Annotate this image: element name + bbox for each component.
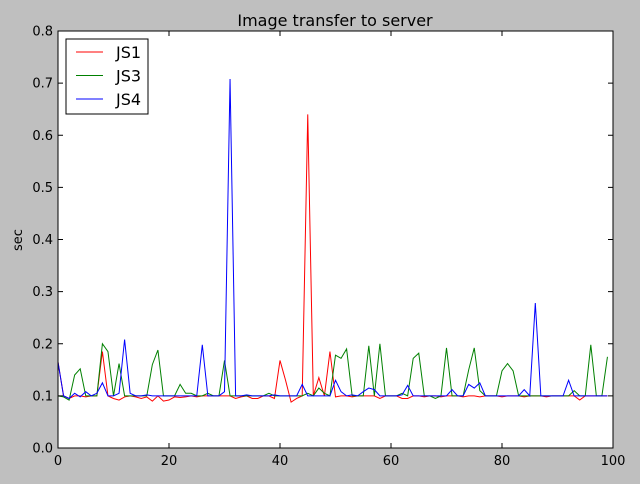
y-tick-label: 0.6 bbox=[32, 129, 53, 144]
y-axis-label: sec bbox=[11, 229, 26, 251]
series-line-js4 bbox=[57, 78, 608, 400]
y-tick-label: 0.5 bbox=[32, 181, 53, 196]
y-tick-label: 0.7 bbox=[32, 77, 53, 92]
series-line-js3 bbox=[57, 342, 608, 401]
y-tick-label: 0.3 bbox=[32, 285, 53, 300]
x-tick-label: 100 bbox=[601, 454, 626, 469]
series-layer bbox=[57, 78, 608, 403]
legend-label-js4: JS4 bbox=[115, 90, 141, 109]
plot-area bbox=[58, 31, 613, 448]
legend-label-js1: JS1 bbox=[115, 43, 141, 62]
x-tick-label: 60 bbox=[383, 454, 400, 469]
chart-title: Image transfer to server bbox=[237, 11, 433, 30]
y-tick-label: 0.8 bbox=[32, 25, 53, 40]
y-tick-label: 0.0 bbox=[32, 442, 53, 457]
x-tick-label: 0 bbox=[54, 454, 62, 469]
plot-frame bbox=[57, 30, 614, 449]
tick-layer: 0 20 40 60 80 100 0.0 0.1 0.2 0.3 0.4 0.5 0.6 0.7 0.8 bbox=[32, 25, 625, 470]
legend: JS1 JS3 JS4 bbox=[65, 38, 149, 115]
legend-label-js3: JS3 bbox=[115, 67, 141, 86]
x-tick-label: 20 bbox=[161, 454, 178, 469]
y-tick-label: 0.2 bbox=[32, 337, 53, 352]
x-tick-label: 40 bbox=[272, 454, 289, 469]
x-tick-label: 80 bbox=[494, 454, 511, 469]
y-tick-label: 0.4 bbox=[32, 233, 53, 248]
y-tick-label: 0.1 bbox=[32, 389, 53, 404]
